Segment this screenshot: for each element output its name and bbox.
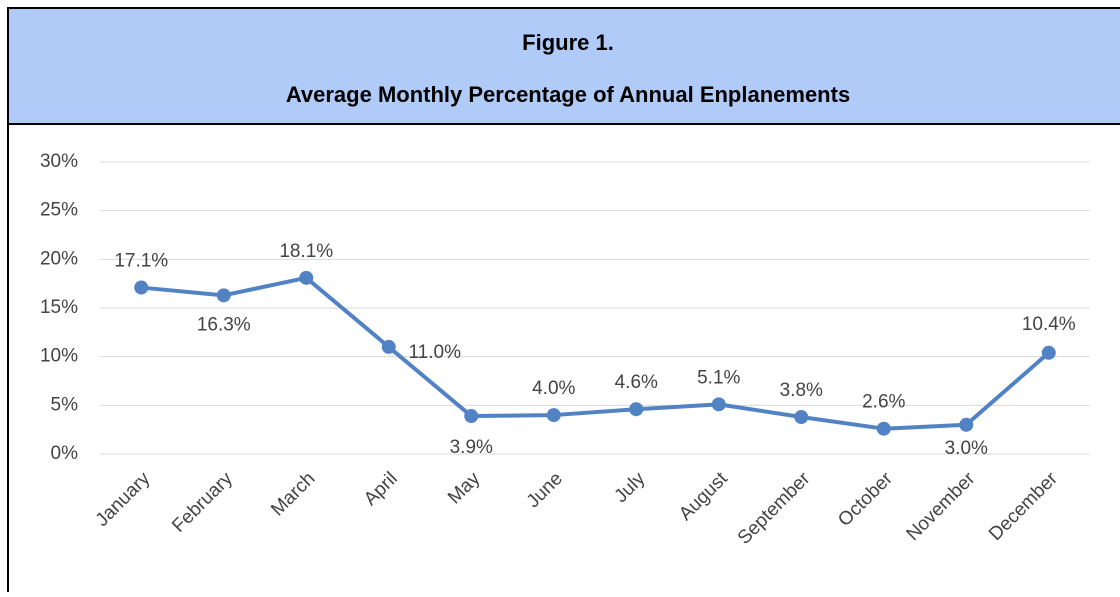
data-label: 4.6% <box>615 372 658 393</box>
data-label: 17.1% <box>114 251 168 272</box>
y-tick-label: 20% <box>40 248 78 269</box>
y-tick-label: 10% <box>40 346 78 367</box>
point <box>546 408 561 423</box>
x-tick-label: August <box>675 468 732 525</box>
data-label: 10.4% <box>1022 314 1076 335</box>
x-tick-label: January <box>92 468 155 531</box>
data-label: 16.3% <box>197 314 251 335</box>
point <box>959 417 974 432</box>
point <box>629 402 644 417</box>
data-label: 3.8% <box>780 380 823 401</box>
y-tick-label: 15% <box>40 297 78 318</box>
x-tick-label: October <box>834 468 897 531</box>
x-tick-label: September <box>734 468 815 549</box>
point <box>381 339 396 354</box>
y-tick-label: 5% <box>51 394 79 415</box>
data-label: 11.0% <box>409 342 462 363</box>
point <box>876 421 891 436</box>
chart-subtitle: Average Monthly Percentage of Annual Enp… <box>286 82 850 107</box>
data-label: 4.0% <box>532 378 575 399</box>
x-tick-label: June <box>523 468 567 512</box>
point <box>464 409 479 424</box>
y-tick-label: 25% <box>40 200 78 221</box>
header-box <box>7 7 1120 125</box>
data-label: 3.9% <box>450 437 493 458</box>
x-tick-label: December <box>985 468 1062 545</box>
x-tick-label: May <box>444 468 485 509</box>
y-tick-label: 30% <box>40 151 78 172</box>
point <box>216 288 231 303</box>
line <box>141 275 1051 431</box>
x-tick-label: November <box>903 468 980 545</box>
x-tick-label: July <box>611 468 650 507</box>
y-tick-label: 0% <box>51 443 79 464</box>
data-label: 5.1% <box>697 367 740 388</box>
point <box>1041 345 1056 360</box>
data-label: 3.0% <box>945 438 988 459</box>
point <box>711 397 726 412</box>
chart-title: Figure 1. <box>522 30 614 55</box>
x-tick-label: February <box>168 468 237 537</box>
data-label: 18.1% <box>279 241 333 262</box>
point <box>299 270 314 285</box>
x-tick-label: March <box>267 468 319 520</box>
x-tick-label: April <box>360 468 402 510</box>
data-label: 2.6% <box>862 392 905 413</box>
point <box>134 280 149 295</box>
point <box>794 410 809 425</box>
